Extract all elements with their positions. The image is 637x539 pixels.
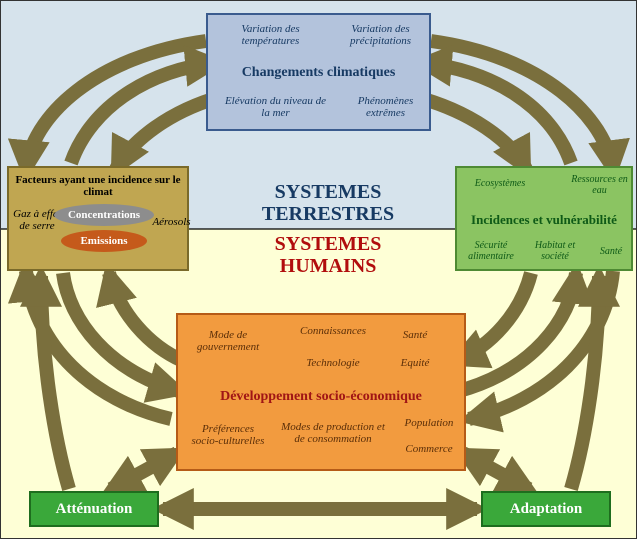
arrow-impacts-to-dev-inner [456, 273, 531, 361]
box-adaptation: Adaptation [481, 491, 611, 527]
section-label-human: SYSTEMES HUMAINS [243, 233, 413, 277]
box-dev-sub-m2: Equité [390, 357, 440, 369]
box-climate-sub-tl: Variation des températures [223, 23, 318, 47]
oval-emissions: Emissions [61, 230, 147, 252]
box-impacts-title: Incidences et vulnérabilité [457, 212, 631, 228]
box-factors-title: Facteurs ayant une incidence sur le clim… [9, 174, 187, 198]
box-dev-sub-b4: Commerce [394, 443, 464, 455]
box-adaptation-title: Adaptation [483, 501, 609, 518]
box-impacts: Incidences et vulnérabilité Ecosystèmes Re… [455, 166, 633, 271]
box-dev-sub-t1: Mode de gouvernement [188, 329, 268, 353]
arrow-adaptation-to-impacts [571, 276, 599, 489]
box-factors-sub-right: Aérosols [149, 216, 194, 228]
arrow-dev-adaptation [463, 453, 529, 489]
box-factors: Facteurs ayant une incidence sur le clim… [7, 166, 189, 271]
section-label-earth: SYSTEMES TERRESTRES [243, 181, 413, 225]
box-dev-sub-b1: Préférences socio-culturelles [188, 423, 268, 447]
box-climate-sub-br: Phénomènes extrêmes [343, 95, 428, 119]
oval-concentrations: Concentrations [54, 204, 154, 226]
box-dev-sub-b2: Modes de production et de consommation [278, 421, 388, 445]
box-impacts-sub-tl: Ecosystèmes [465, 178, 535, 189]
box-impacts-sub-bl: Sécurité alimentaire [461, 240, 521, 262]
box-dev-sub-m1: Technologie [288, 357, 378, 369]
box-climate-sub-bl: Elévation du niveau de la mer [223, 95, 328, 119]
box-dev-sub-t3: Santé [390, 329, 440, 341]
box-dev: Développement socio-économique Mode de go… [176, 313, 466, 471]
arrow-dev-mitigation [111, 453, 177, 489]
box-dev-sub-b3: Population [394, 417, 464, 429]
box-climate-title: Changements climatiques [208, 65, 429, 81]
box-mitigation: Atténuation [29, 491, 159, 527]
box-impacts-sub-br: Santé [591, 246, 631, 257]
box-mitigation-title: Atténuation [31, 501, 157, 518]
box-dev-sub-t2: Connaissances [288, 325, 378, 337]
box-climate: Changements climatiques Variation des tem… [206, 13, 431, 131]
box-impacts-sub-bm: Habitat et société [525, 240, 585, 262]
box-climate-sub-tr: Variation des précipitations [333, 23, 428, 47]
arrow-mitigation-to-factors [41, 276, 69, 489]
arrow-dev-to-factors-inner [109, 273, 183, 361]
diagram-stage: Changements climatiques Variation des tem… [0, 0, 637, 539]
box-impacts-sub-tr: Ressources en eau [567, 174, 632, 196]
box-dev-title: Développement socio-économique [178, 389, 464, 405]
